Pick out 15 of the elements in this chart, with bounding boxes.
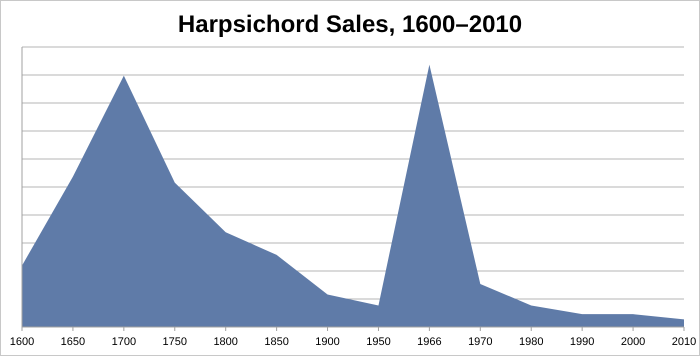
x-tick-label: 1800 — [213, 336, 238, 348]
x-tick-label: 2000 — [620, 336, 646, 348]
x-tick-label: 1900 — [315, 336, 340, 348]
x-tick-label: 2010 — [672, 336, 696, 348]
x-tick-label: 1700 — [112, 336, 136, 348]
x-tick-label: 1650 — [60, 336, 86, 348]
x-tick-label: 1600 — [10, 336, 34, 348]
chart-title: Harpsichord Sales, 1600–2010 — [178, 11, 522, 38]
x-tick-label: 1750 — [162, 336, 188, 348]
x-tick-label: 1850 — [264, 336, 289, 348]
x-tick-label: 1966 — [417, 336, 442, 348]
x-tick-label: 1950 — [366, 336, 391, 348]
x-tick-label: 1980 — [518, 336, 544, 348]
x-tick-label: 1970 — [468, 336, 493, 348]
x-tick-label: 1990 — [570, 336, 594, 348]
